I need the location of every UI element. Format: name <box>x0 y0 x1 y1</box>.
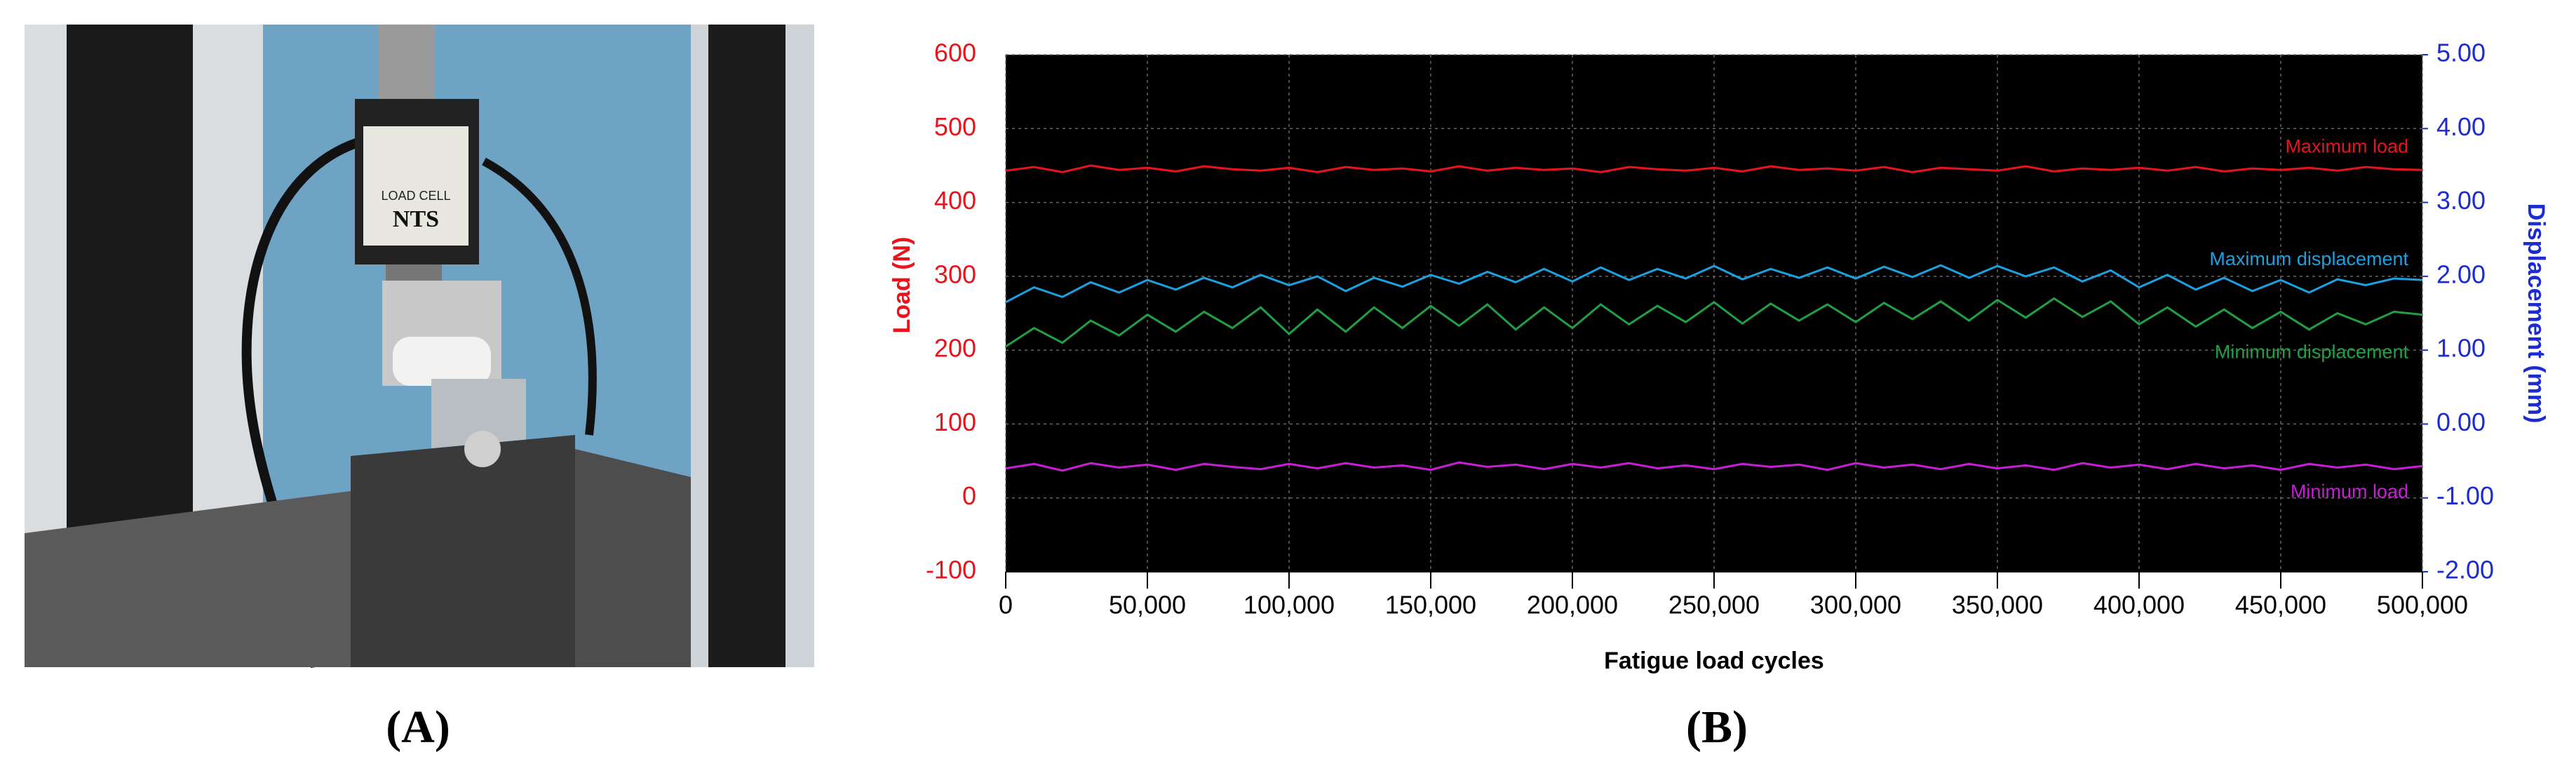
x-tick-label: 0 <box>999 591 1013 619</box>
photo: LOAD CELL NTS <box>25 25 814 669</box>
series-label: Minimum displacement <box>2215 342 2409 363</box>
x-axis-label: Fatigue load cycles <box>1604 648 1824 674</box>
series-line <box>1005 264 2423 304</box>
series-label: Maximum load <box>2285 135 2408 156</box>
x-tick-label: 400,000 <box>2093 591 2185 619</box>
x-tick-label: 50,000 <box>1109 591 1186 619</box>
base-plate <box>25 491 351 667</box>
x-tick-label: 500,000 <box>2377 591 2468 619</box>
x-tick-label: 350,000 <box>1952 591 2043 619</box>
specimen <box>393 337 491 386</box>
y2-tick-label: -1.00 <box>2436 481 2494 510</box>
series-line <box>1005 297 2423 348</box>
base-plate <box>575 449 691 667</box>
y-tick-label: 400 <box>934 186 976 215</box>
y2-tick-label: 2.00 <box>2436 260 2486 288</box>
y-tick-label: 200 <box>934 334 976 363</box>
y2-axis-label: Displacement (mm) <box>2523 203 2549 424</box>
y2-tick-label: 0.00 <box>2436 408 2486 436</box>
x-tick-label: 250,000 <box>1668 591 1760 619</box>
bellows-right <box>708 25 785 667</box>
panel-label: (B) <box>1686 702 1748 753</box>
load-cell-text: LOAD CELL <box>381 189 450 203</box>
x-tick-label: 450,000 <box>2235 591 2326 619</box>
y2-tick-label: 1.00 <box>2436 334 2486 363</box>
fixture <box>351 435 575 667</box>
y2-tick-label: 5.00 <box>2436 39 2486 67</box>
y-tick-label: 500 <box>934 112 976 141</box>
panel-label: (A) <box>386 702 450 753</box>
chart: -100 0 100 200 300 400 500 600 -2.00 -1.00 0.00 1.0… <box>889 39 2549 674</box>
series-label: Maximum displacement <box>2209 248 2408 269</box>
y-tick-label: 300 <box>934 260 976 288</box>
load-rod <box>379 25 435 102</box>
series-line <box>1005 164 2423 173</box>
y2-tick-label: 3.00 <box>2436 186 2486 215</box>
y-axis-label: Load (N) <box>889 237 915 334</box>
load-cell-text: NTS <box>393 206 439 232</box>
series-label: Minimum load <box>2291 481 2408 502</box>
x-tick-label: 200,000 <box>1527 591 1618 619</box>
bolt <box>464 431 501 467</box>
y2-tick-label: -2.00 <box>2436 556 2494 584</box>
x-tick-label: 300,000 <box>1810 591 1901 619</box>
x-tick-label: 100,000 <box>1243 591 1335 619</box>
series-line <box>1005 461 2423 472</box>
y-tick-label: 0 <box>962 481 976 510</box>
y-tick-label: 600 <box>934 39 976 67</box>
x-tick-label: 150,000 <box>1385 591 1476 619</box>
load-cell-label <box>363 126 468 246</box>
y2-tick-label: 4.00 <box>2436 112 2486 141</box>
y-tick-label: -100 <box>926 556 976 584</box>
cable <box>482 157 597 436</box>
y-tick-label: 100 <box>934 408 976 436</box>
